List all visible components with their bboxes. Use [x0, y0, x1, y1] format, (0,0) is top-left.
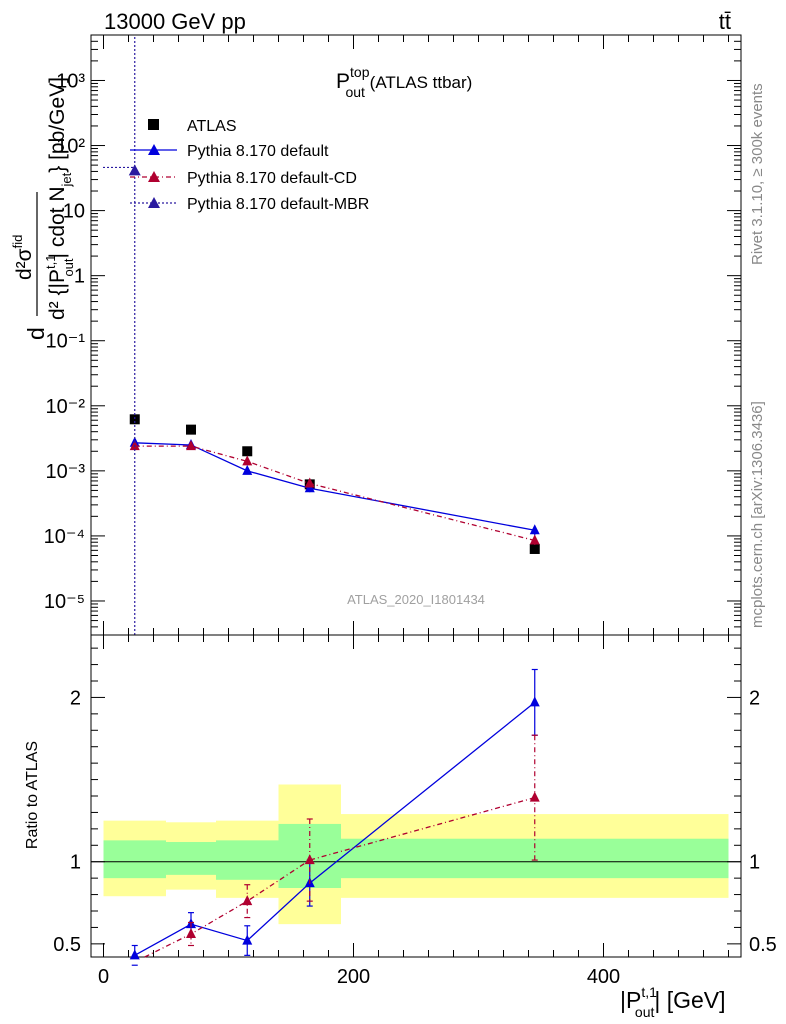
- main-ytick-label: 10: [63, 201, 85, 223]
- ratio-series-1-marker: [242, 895, 253, 906]
- main-ytick-label: 10⁻¹: [46, 331, 86, 353]
- main-ytick-label: 10⁻⁵: [44, 591, 85, 613]
- ylabel-sub: out: [61, 258, 76, 276]
- main-axis-ticks: 10⁻⁵ 10⁻⁴ 10⁻³ 10⁻² 10⁻¹ 1 10 10² 10³: [44, 34, 741, 636]
- atlas-data-point: [242, 446, 253, 457]
- analysis-watermark: ATLAS_2020_I1801434: [347, 592, 485, 607]
- ratio-axis-ticks: 0.5 0.5 1 1 2 2 0 200 400: [53, 635, 777, 988]
- legend: ATLAS Pythia 8.170 default Pythia 8.170 de…: [130, 118, 369, 213]
- main-panel: 10⁻⁵ 10⁻⁴ 10⁻³ 10⁻² 10⁻¹ 1 10 10² 10³: [44, 34, 742, 636]
- series-2-line: [134, 445, 535, 542]
- mcplots-label: mcplots.cern.ch [arXiv:1306.3436]: [749, 401, 766, 628]
- svg-text:d²σfid: d²σfid: [10, 235, 36, 280]
- main-ylabel: d d²σfid d² {|Pt,1 out| cdot Njet} [pb/Ge…: [10, 77, 76, 340]
- series-2-marker: [242, 455, 253, 466]
- main-ytick-label: 10⁻⁴: [44, 526, 85, 548]
- ratio-series-0-marker: [529, 696, 540, 707]
- series-2-marker: [529, 534, 540, 545]
- main-data: [103, 37, 540, 635]
- ylabel-units: } [pb/GeV]: [46, 77, 69, 173]
- series-2-marker: [186, 440, 196, 451]
- energy-label: 13000 GeV pp: [104, 9, 246, 34]
- ratio-xtick-label: 0: [98, 966, 109, 988]
- xlabel-sup: t,1: [641, 984, 657, 1000]
- series-1-marker: [529, 524, 540, 535]
- ratio-data: [129, 668, 540, 966]
- xlabel-sub: out: [635, 1004, 655, 1020]
- atlas-data-point: [529, 543, 540, 554]
- ratio-band-inner: [216, 840, 279, 880]
- main-ytick-label: 1: [74, 266, 85, 288]
- legend-marker-triangle: [148, 171, 160, 182]
- ratio-ytick-label-left: 1: [70, 852, 81, 874]
- ylabel-jet: jet: [59, 172, 74, 187]
- ylabel-numerator: d²σ: [13, 248, 36, 280]
- ratio-series-1-marker: [529, 791, 540, 802]
- rivet-label: Rivet 3.1.10, ≥ 300k events: [749, 83, 766, 265]
- svg-text:d: d: [23, 327, 49, 340]
- ylabel-sup: t,1: [43, 255, 58, 269]
- ratio-ytick-label-left: 2: [70, 687, 81, 709]
- ratio-ytick-label-right: 1: [749, 852, 760, 874]
- main-ytick-label: 10⁻³: [46, 461, 86, 483]
- ratio-band-inner: [166, 842, 216, 875]
- ylabel-numerator-sup: fid: [10, 235, 25, 249]
- ratio-series-0-marker: [129, 949, 140, 960]
- xlabel-units: | [GeV]: [654, 987, 725, 1013]
- series-2-marker: [304, 477, 315, 488]
- legend-marker-triangle: [148, 144, 160, 155]
- ratio-ytick-label-right: 2: [749, 687, 760, 709]
- xlabel-p: |P: [620, 987, 641, 1013]
- series-1-marker: [242, 464, 253, 475]
- main-ytick-label: 10²: [56, 136, 85, 158]
- atlas-data-point: [129, 414, 140, 425]
- title-sub: out: [345, 84, 365, 100]
- ratio-ytick-label-left: 0.5: [53, 934, 81, 956]
- ratio-xtick-label: 200: [337, 966, 370, 988]
- ylabel-denominator: d² {|P: [46, 269, 69, 320]
- ratio-series-1-marker: [186, 928, 196, 938]
- ratio-panel: 0.5 0.5 1 1 2 2 0 200 400: [53, 634, 777, 988]
- xlabel: |Pt,1 out| [GeV]: [620, 984, 726, 1020]
- legend-label: Pythia 8.170 default-MBR: [187, 196, 369, 213]
- ratio-ytick-label-right: 0.5: [749, 934, 777, 956]
- main-ytick-label: 10⁻²: [46, 396, 86, 418]
- atlas-data-point: [186, 424, 196, 435]
- ratio-band-inner: [103, 840, 166, 879]
- ylabel-d: d: [23, 327, 49, 340]
- ratio-series-1-marker: [304, 854, 315, 865]
- legend-label: Pythia 8.170 default-CD: [187, 170, 357, 187]
- title-main: P: [336, 70, 350, 93]
- mbr-data-point: [128, 164, 141, 176]
- legend-label: Pythia 8.170 default: [187, 143, 329, 160]
- ratio-ylabel: Ratio to ATLAS: [24, 741, 41, 849]
- ylabel-cdot: | cdot N: [46, 186, 69, 258]
- title-sup: top: [350, 64, 370, 80]
- main-ytick-label: 10³: [56, 70, 85, 92]
- legend-marker-triangle: [148, 197, 160, 208]
- legend-label: ATLAS: [187, 118, 237, 135]
- ratio-xtick-label: 400: [587, 966, 620, 988]
- ratio-series-0-marker: [242, 934, 253, 945]
- main-title: Ptop out (ATLAS ttbar): [336, 64, 472, 100]
- legend-marker-atlas: [148, 119, 159, 130]
- title-rest: (ATLAS ttbar): [365, 73, 472, 92]
- process-label: tt̄: [719, 9, 731, 34]
